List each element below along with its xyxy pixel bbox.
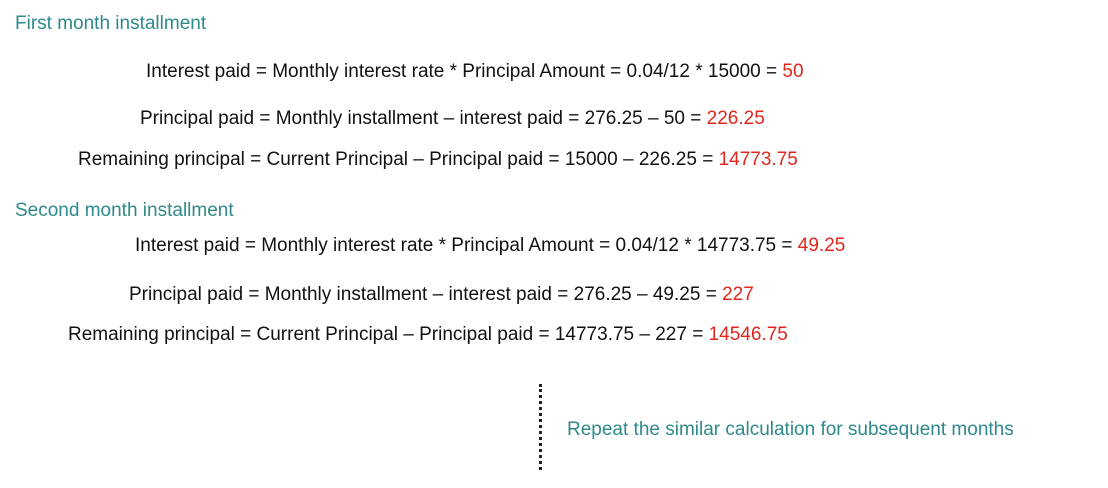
repeat-calculation-note: Repeat the similar calculation for subse… [567,419,1014,440]
second-month-principal-equation: Principal paid = Monthly installment – i… [129,285,754,304]
first-month-remaining-equation: Remaining principal = Current Principal … [78,150,798,169]
first-month-interest-equation: Interest paid = Monthly interest rate * … [146,62,804,81]
second-month-remaining-equation: Remaining principal = Current Principal … [68,325,788,344]
second-month-remaining-result: 14546.75 [708,324,788,345]
first-month-principal-text: Principal paid = Monthly installment – i… [140,108,707,129]
second-month-heading: Second month installment [15,200,234,221]
first-month-interest-result: 50 [782,61,804,82]
second-month-remaining-text: Remaining principal = Current Principal … [68,324,709,345]
first-month-principal-result: 226.25 [706,108,765,129]
vertical-dotted-divider [539,384,542,470]
second-month-interest-equation: Interest paid = Monthly interest rate * … [135,236,845,255]
second-month-interest-result: 49.25 [797,235,846,256]
first-month-remaining-text: Remaining principal = Current Principal … [78,149,719,170]
first-month-heading: First month installment [15,13,207,34]
second-month-principal-text: Principal paid = Monthly installment – i… [129,284,723,305]
first-month-remaining-result: 14773.75 [718,149,798,170]
second-month-interest-text: Interest paid = Monthly interest rate * … [135,235,798,256]
second-month-principal-result: 227 [722,284,754,305]
first-month-principal-equation: Principal paid = Monthly installment – i… [140,109,765,128]
first-month-interest-text: Interest paid = Monthly interest rate * … [146,61,783,82]
